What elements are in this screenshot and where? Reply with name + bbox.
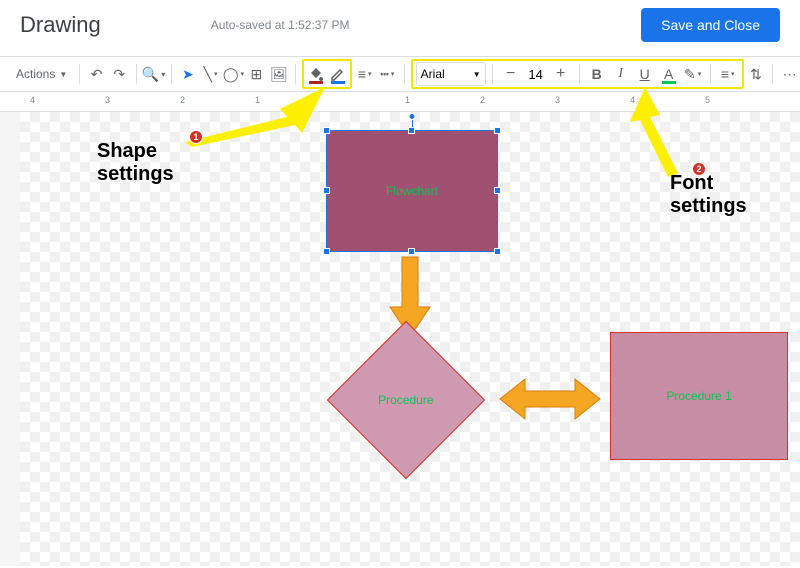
font-size-value[interactable]: 14	[522, 67, 550, 82]
shape-tool[interactable]: ◯▾	[223, 62, 244, 86]
resize-handle-s[interactable]	[408, 248, 415, 255]
annotation-shape-settings: 1 Shape settings	[97, 140, 174, 186]
redo-button[interactable]: ↷	[109, 62, 130, 86]
shape-procedure1[interactable]: Procedure 1	[610, 332, 788, 460]
header: Drawing Auto-saved at 1:52:37 PM Save an…	[0, 0, 800, 50]
badge-2: 2	[692, 162, 706, 176]
shape-procedure-label: Procedure	[378, 393, 433, 407]
textbox-tool[interactable]: ⊞	[246, 62, 267, 86]
zoom-button[interactable]: 🔍▾	[143, 62, 165, 86]
undo-button[interactable]: ↶	[86, 62, 107, 86]
resize-handle-n[interactable]	[408, 127, 415, 134]
resize-handle-w[interactable]	[323, 187, 330, 194]
select-tool[interactable]: ➤	[177, 62, 198, 86]
shape-procedure1-label: Procedure 1	[666, 389, 731, 403]
border-dash-button[interactable]: ┅▾	[377, 62, 398, 86]
border-weight-button[interactable]: ≡▾	[354, 62, 375, 86]
shape-flowchart[interactable]: Flowchart	[326, 130, 498, 252]
callout-arrow-2	[630, 87, 690, 177]
font-size-decrease[interactable]: −	[500, 63, 522, 85]
resize-handle-sw[interactable]	[323, 248, 330, 255]
autosave-status: Auto-saved at 1:52:37 PM	[211, 18, 350, 32]
rotation-handle[interactable]	[409, 113, 416, 120]
font-settings-group: Arial▼ − 14 + B I U A ✎▾ ≡▾	[411, 59, 744, 89]
resize-handle-ne[interactable]	[494, 127, 501, 134]
app-title: Drawing	[20, 12, 101, 38]
italic-button[interactable]: I	[610, 62, 632, 86]
callout-arrow-1	[185, 87, 325, 147]
highlight-color-button[interactable]: ✎▾	[682, 62, 704, 86]
double-arrow-shape[interactable]	[500, 377, 600, 421]
bold-button[interactable]: B	[586, 62, 608, 86]
annotation-font-settings: 2 Font settings	[670, 172, 747, 218]
font-family-select[interactable]: Arial▼	[416, 62, 486, 86]
resize-handle-e[interactable]	[494, 187, 501, 194]
image-tool[interactable]: 🖼	[269, 62, 290, 86]
text-color-button[interactable]: A	[658, 62, 680, 86]
line-tool[interactable]: ╲▾	[200, 62, 221, 86]
shape-settings-group	[302, 59, 352, 89]
actions-menu[interactable]: Actions▼	[10, 67, 73, 81]
border-color-button[interactable]	[327, 62, 349, 86]
shape-flowchart-label: Flowchart	[386, 184, 438, 198]
badge-1: 1	[189, 130, 203, 144]
more-button[interactable]: ⋯	[779, 62, 800, 86]
drawing-canvas[interactable]: Flowchart Procedure Procedure 1 1 Shape …	[0, 112, 800, 566]
underline-button[interactable]: U	[634, 62, 656, 86]
shape-procedure[interactable]: Procedure	[327, 321, 485, 479]
fill-color-button[interactable]	[305, 62, 327, 86]
align-button[interactable]: ≡▾	[717, 62, 739, 86]
line-spacing-button[interactable]: ⇅	[746, 62, 767, 86]
font-size-increase[interactable]: +	[550, 63, 572, 85]
save-and-close-button[interactable]: Save and Close	[641, 8, 780, 42]
resize-handle-se[interactable]	[494, 248, 501, 255]
